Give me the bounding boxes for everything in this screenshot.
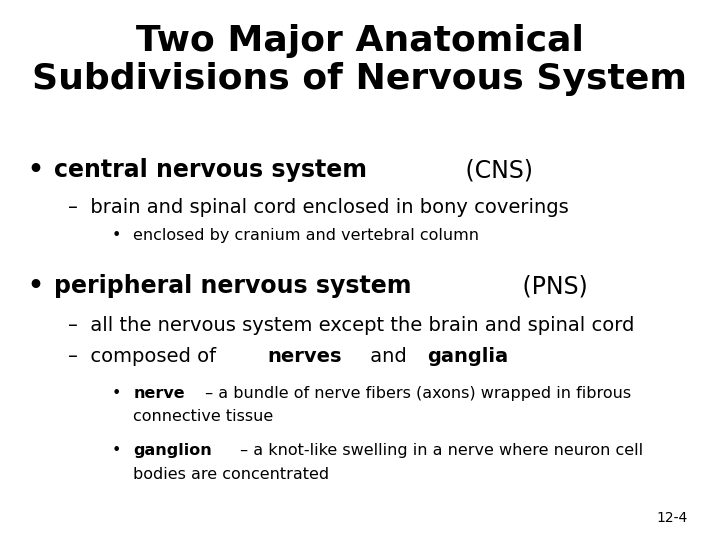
Text: connective tissue: connective tissue [133,409,274,424]
Text: •: • [112,228,121,244]
Text: – a knot-like swelling in a nerve where neuron cell: – a knot-like swelling in a nerve where … [235,443,643,458]
Text: •: • [27,274,43,298]
Text: central nervous system: central nervous system [54,158,367,182]
Text: ganglion: ganglion [133,443,212,458]
Text: •: • [112,386,121,401]
Text: ganglia: ganglia [427,347,508,366]
Text: and: and [364,347,413,366]
Text: –  all the nervous system except the brain and spinal cord: – all the nervous system except the brai… [68,315,635,335]
Text: nerve: nerve [133,386,185,401]
Text: 12-4: 12-4 [657,511,688,525]
Text: nerves: nerves [268,347,342,366]
Text: Two Major Anatomical
Subdivisions of Nervous System: Two Major Anatomical Subdivisions of Ner… [32,24,688,96]
Text: – a bundle of nerve fibers (axons) wrapped in fibrous: – a bundle of nerve fibers (axons) wrapp… [200,386,631,401]
Text: –  brain and spinal cord enclosed in bony coverings: – brain and spinal cord enclosed in bony… [68,198,569,218]
Text: (PNS): (PNS) [516,274,588,298]
Text: •: • [27,158,43,182]
Text: enclosed by cranium and vertebral column: enclosed by cranium and vertebral column [133,228,480,244]
Text: bodies are concentrated: bodies are concentrated [133,467,329,482]
Text: (CNS): (CNS) [458,158,533,182]
Text: •: • [112,443,121,458]
Text: –  composed of: – composed of [68,347,222,366]
Text: peripheral nervous system: peripheral nervous system [54,274,412,298]
